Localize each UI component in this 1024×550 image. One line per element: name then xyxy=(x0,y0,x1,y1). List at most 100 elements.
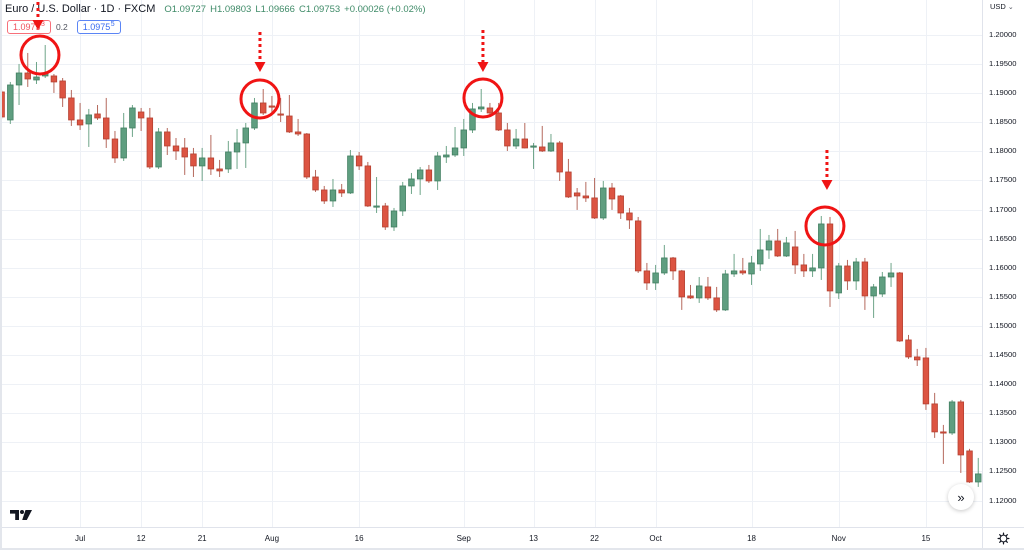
candle-body xyxy=(957,401,965,456)
time-axis-label: Oct xyxy=(649,534,662,543)
candle-bullish xyxy=(347,149,354,194)
candle-bullish xyxy=(198,147,206,181)
candle-body xyxy=(600,187,607,219)
candle-body xyxy=(451,147,459,156)
candle-body xyxy=(565,171,572,198)
price-axis-label: 1.17000 xyxy=(989,204,1017,214)
candle-body xyxy=(861,261,869,297)
candle-body xyxy=(809,267,816,272)
sell-button[interactable]: 1.0975 3 xyxy=(7,20,51,34)
candle-bearish xyxy=(76,102,84,130)
tradingview-logo-icon[interactable] xyxy=(10,510,32,520)
candle-bullish xyxy=(443,145,450,163)
candle-bearish xyxy=(573,187,581,210)
candle-body xyxy=(757,249,764,265)
chart-canvas[interactable] xyxy=(0,0,982,527)
candle-bearish xyxy=(103,97,110,148)
candle-body xyxy=(59,80,66,99)
scroll-to-realtime-button[interactable]: » xyxy=(948,484,974,510)
price-axis-label: 1.18500 xyxy=(989,117,1017,127)
candle-body xyxy=(443,154,450,158)
candle-body xyxy=(164,131,171,147)
candle-body xyxy=(460,129,467,149)
candle-body xyxy=(260,102,267,114)
candle-bullish xyxy=(251,97,258,130)
candle-body xyxy=(94,113,101,119)
candle-body xyxy=(312,176,319,191)
price-change: +0.00026 (+0.02%) xyxy=(344,4,426,15)
candle-body xyxy=(948,401,956,434)
symbol-title[interactable]: Euro / U.S. Dollar · 1D · FXCM xyxy=(5,3,156,15)
price-axis-label: 1.13000 xyxy=(989,437,1017,447)
chart-settings-button[interactable] xyxy=(982,527,1024,548)
ohlc-low-value: 1.09666 xyxy=(260,4,295,15)
candle-bullish xyxy=(399,181,406,216)
sell-price: 1.0975 xyxy=(13,22,41,32)
candle-body xyxy=(268,105,276,108)
candle-bearish xyxy=(486,102,494,115)
price-axis-label: 1.16500 xyxy=(989,233,1017,243)
price-chart-pane[interactable] xyxy=(0,0,982,527)
ohlc-close: C1.09753 xyxy=(299,4,340,15)
price-axis-label: 1.19500 xyxy=(989,59,1017,69)
candle-body xyxy=(739,270,747,274)
time-axis-label: Sep xyxy=(456,534,471,543)
candle-bearish xyxy=(791,230,799,274)
candle-bearish xyxy=(286,94,293,133)
ohlc-close-value: 1.09753 xyxy=(305,4,341,15)
candle-bullish xyxy=(373,176,380,213)
time-axis[interactable]: Jul 12 21 Aug 16 Sep 13 22 Oct 18 Nov 15 xyxy=(0,527,982,548)
candle-body xyxy=(181,147,188,158)
time-axis-label: 18 xyxy=(747,534,756,543)
candle-body xyxy=(416,169,424,180)
candle-bearish xyxy=(146,107,154,169)
price-axis-label: 1.19000 xyxy=(989,88,1017,98)
candle-body xyxy=(783,242,790,257)
candle-body xyxy=(425,169,433,182)
candle-bearish xyxy=(260,88,267,115)
candle-bullish xyxy=(120,112,127,161)
candle-bearish xyxy=(966,448,973,483)
candle-body xyxy=(242,127,249,144)
candle-bearish xyxy=(931,392,938,438)
time-axis-label: 15 xyxy=(921,534,931,543)
time-axis-label: Jul xyxy=(74,534,86,543)
grid-layer xyxy=(0,0,982,527)
ohlc-low: L1.09666 xyxy=(255,4,295,15)
time-axis-label: 16 xyxy=(354,534,364,543)
ohlc-open-value: 1.09727 xyxy=(171,4,207,15)
candle-bearish xyxy=(355,151,363,170)
candle-body xyxy=(539,146,546,152)
candle-bullish xyxy=(15,63,23,105)
currency-selector[interactable]: USD ⌄ xyxy=(990,2,1014,11)
candle-bearish xyxy=(957,399,965,473)
candle-body xyxy=(669,257,677,272)
candle-body xyxy=(120,127,127,159)
candle-bearish xyxy=(268,95,276,112)
candle-bullish xyxy=(835,262,842,299)
candle-body xyxy=(251,102,258,129)
candle-bearish xyxy=(137,107,145,131)
candle-body xyxy=(713,297,720,311)
candle-bullish xyxy=(809,253,816,277)
window-left-border xyxy=(0,0,2,550)
price-axis[interactable]: USD ⌄ 1.20000 1.19500 1.19000 1.18500 1.1800… xyxy=(982,0,1024,527)
price-axis-label: 1.12000 xyxy=(989,495,1017,505)
candle-bullish xyxy=(765,234,773,259)
candle-bearish xyxy=(940,424,947,464)
candle-bearish xyxy=(172,137,180,160)
buy-button[interactable]: 1.0975 5 xyxy=(76,20,121,34)
candle-body xyxy=(495,112,502,131)
candle-body xyxy=(643,270,651,284)
ohlc-low-label: L xyxy=(255,4,261,15)
candle-body xyxy=(15,72,23,86)
chart-legend: Euro / U.S. Dollar · 1D · FXCM O1.09727 … xyxy=(5,3,426,34)
candle-body xyxy=(896,272,903,342)
candle-body xyxy=(940,431,947,434)
candle-bearish xyxy=(382,202,389,230)
candle-bullish xyxy=(652,264,659,290)
ohlc-close-label: C xyxy=(298,4,306,15)
candle-bullish xyxy=(975,457,982,487)
candle-bearish xyxy=(504,122,511,151)
candle-bearish xyxy=(582,181,590,202)
